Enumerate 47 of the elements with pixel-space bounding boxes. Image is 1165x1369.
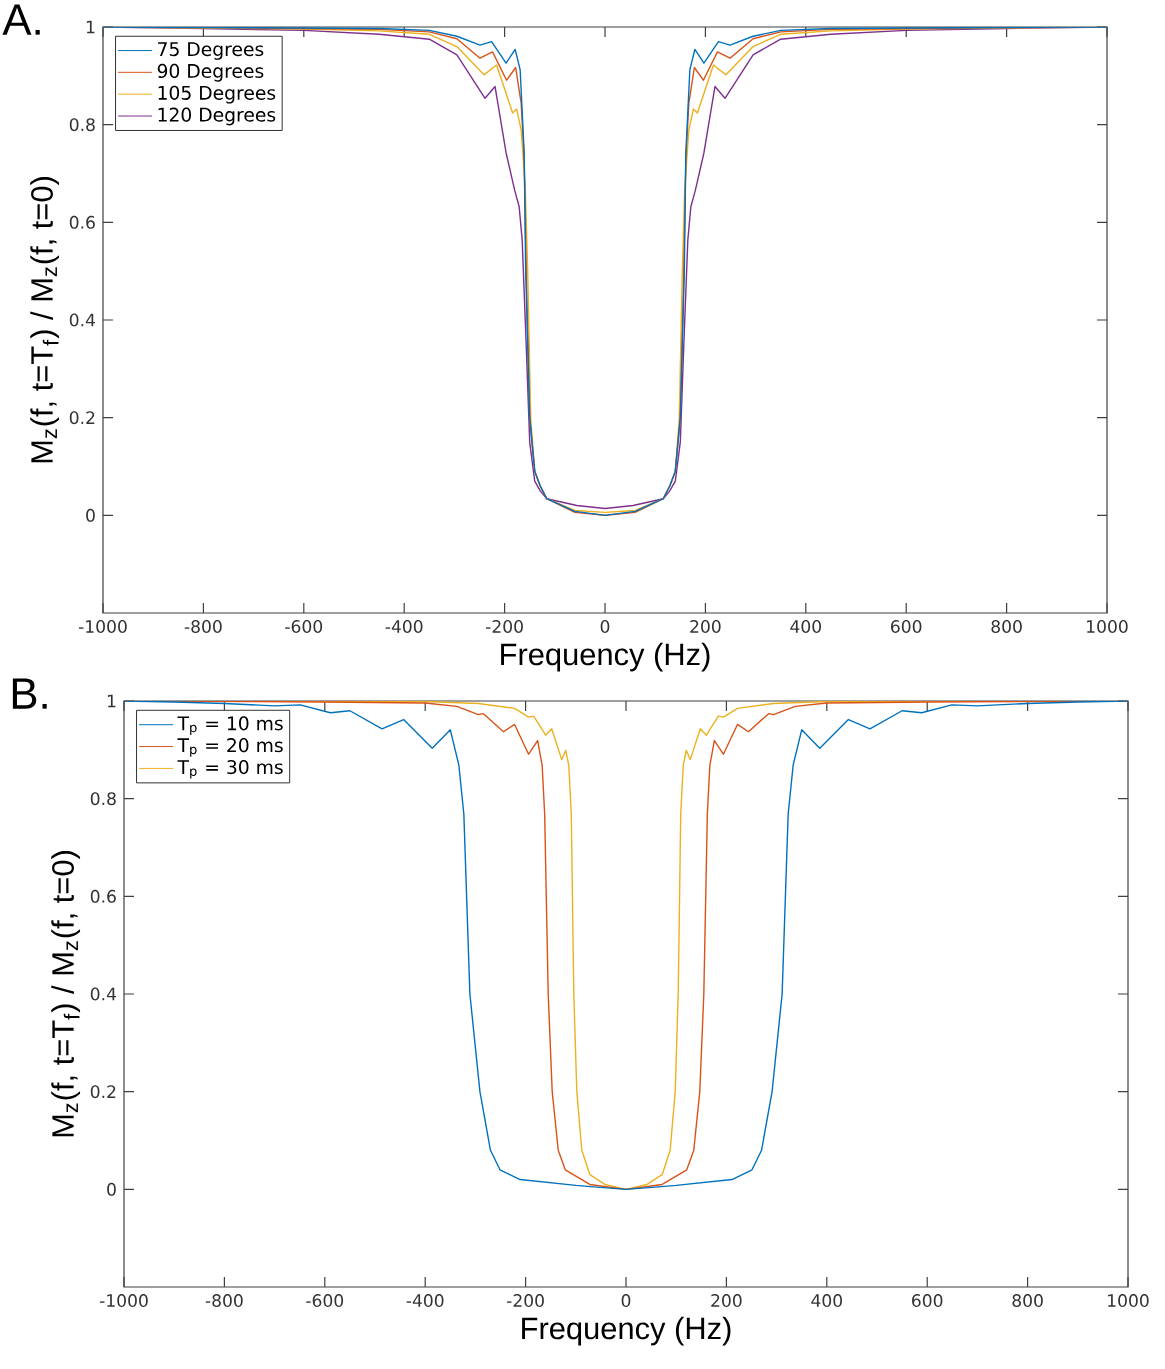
x-axis-title: Frequency (Hz) xyxy=(522,1316,731,1346)
x-tick-label: 800 xyxy=(991,620,1022,633)
x-tick-label: 0 xyxy=(621,1294,631,1308)
chart-title: B. xyxy=(12,678,47,709)
y-tick-label: 1 xyxy=(86,20,95,34)
x-axis-title: Frequency (Hz) xyxy=(501,642,710,672)
y-axis-title: M$_{z}$(f, t=T$_{f}$) / M$_{z}$(f, t=0) xyxy=(51,851,81,1137)
x-tick-label: -1000 xyxy=(99,1294,148,1308)
x-tick-label: -800 xyxy=(205,1294,243,1308)
x-tick-label: 800 xyxy=(1012,1294,1043,1308)
y-tick-label: 0.8 xyxy=(69,118,95,132)
legend-label: T$_{p}$ = 30 ms xyxy=(177,759,283,779)
y-tick-label: 0.4 xyxy=(90,987,116,1001)
x-tick-label: -200 xyxy=(486,620,523,633)
y-tick-label: 1 xyxy=(107,694,116,708)
x-tick-label: 200 xyxy=(690,620,721,633)
y-tick-label: 0.4 xyxy=(69,313,95,327)
x-tick-label: 200 xyxy=(711,1294,742,1308)
legend-label: T$_{p}$ = 20 ms xyxy=(177,738,283,757)
y-tick-label: 0.8 xyxy=(90,792,116,806)
x-tick-label: -1000 xyxy=(78,620,127,633)
x-tick-label: 400 xyxy=(811,1294,842,1308)
x-tick-label: 600 xyxy=(912,1294,943,1308)
legend-label: T$_{p}$ = 10 ms xyxy=(177,716,283,735)
y-tick-label: 0.6 xyxy=(69,215,95,229)
x-tick-label: 1000 xyxy=(1087,620,1128,633)
y-tick-label: 0.2 xyxy=(69,411,95,425)
y-tick-label: 0.2 xyxy=(90,1085,116,1099)
legend-label: 90 Degrees xyxy=(157,63,264,82)
x-tick-label: 0 xyxy=(600,620,610,633)
legend-label: 75 Degrees xyxy=(158,42,264,60)
x-tick-label: 1000 xyxy=(1108,1294,1149,1308)
y-axis-title: M$_{z}$(f, t=T$_{f}$) / M$_{z}$(f, t=0) xyxy=(30,177,60,463)
legend-label: 105 Degrees xyxy=(158,85,276,104)
y-tick-label: 0.6 xyxy=(90,889,116,903)
x-tick-label: -400 xyxy=(385,620,423,633)
chart-title: A. xyxy=(2,4,40,35)
x-tick-label: -800 xyxy=(184,620,222,633)
legend-label: 120 Degrees xyxy=(158,107,276,126)
x-tick-label: 600 xyxy=(891,620,922,633)
y-tick-label: 0 xyxy=(107,1182,116,1196)
x-tick-label: 400 xyxy=(790,620,821,633)
x-tick-label: -200 xyxy=(507,1294,544,1308)
y-tick-label: 0 xyxy=(86,508,95,522)
x-tick-label: -600 xyxy=(306,1294,344,1308)
x-tick-label: -600 xyxy=(285,620,323,633)
x-tick-label: -400 xyxy=(406,1294,444,1308)
